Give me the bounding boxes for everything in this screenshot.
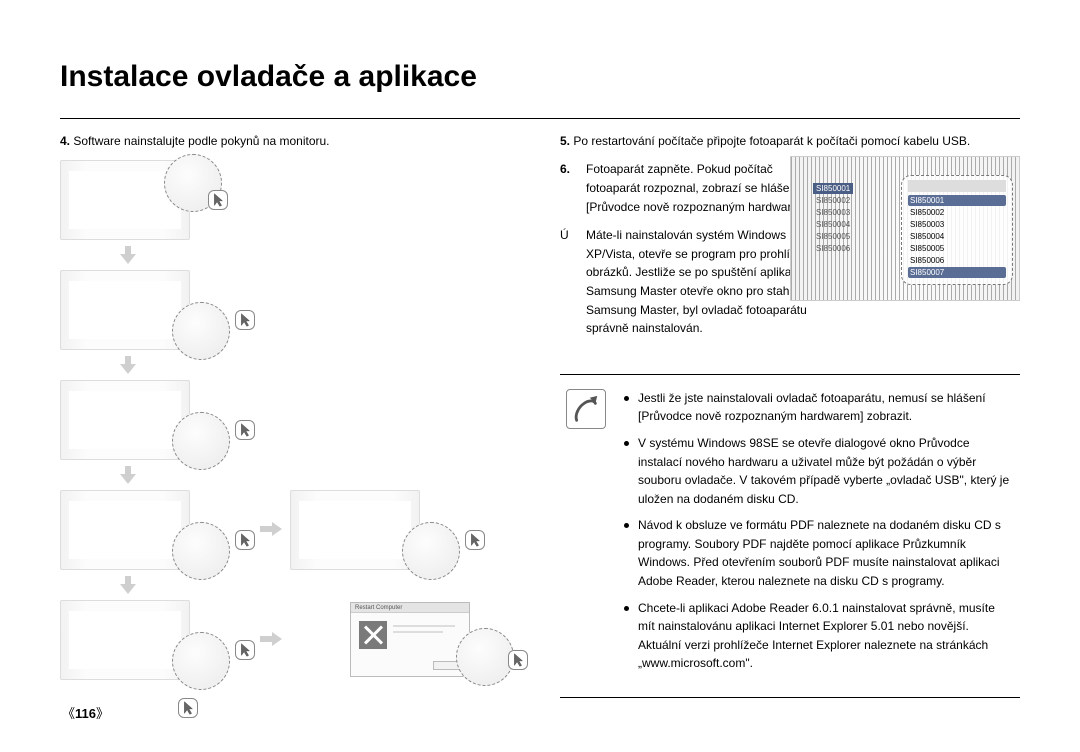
zoom-callout — [172, 412, 230, 470]
cursor-icon — [235, 310, 255, 330]
title-divider — [60, 118, 1020, 119]
step-4-text: Software nainstalujte podle pokynů na mo… — [73, 134, 329, 148]
install-screenshot — [60, 380, 190, 460]
cursor-icon — [465, 530, 485, 550]
page-title: Instalace ovladače a aplikace — [60, 60, 1020, 94]
zoom-callout — [172, 632, 230, 690]
page-number: 116 — [62, 703, 109, 722]
note-box: Jestli že jste nainstalovali ovladač fot… — [560, 374, 1020, 698]
panel-file-item: SI850001 — [908, 195, 1006, 206]
arrow-down-icon — [120, 576, 136, 594]
note-item: V systému Windows 98SE se otevře dialogo… — [624, 434, 1014, 508]
panel-file-item: SI850006 — [908, 255, 1006, 266]
cursor-icon — [208, 190, 228, 210]
left-column: 4. Software nainstalujte podle pokynů na… — [60, 133, 520, 720]
cursor-icon — [235, 420, 255, 440]
install-screenshot — [290, 490, 420, 570]
file-item: SI850004 — [813, 219, 853, 230]
arrow-right-icon — [260, 632, 282, 646]
step-4-number: 4. — [60, 134, 70, 148]
cursor-icon — [508, 650, 528, 670]
step-6-number: 6. — [560, 160, 578, 216]
zoom-callout — [172, 522, 230, 580]
restart-dialog-title: Restart Computer — [351, 603, 469, 613]
zoom-callout — [456, 628, 514, 686]
arrow-right-icon — [260, 522, 282, 536]
step-4: 4. Software nainstalujte podle pokynů na… — [60, 133, 520, 150]
figure-left-filelist: SI850001 SI850002 SI850003 SI850004 SI85… — [813, 183, 853, 255]
file-browser-figure: SI850001 SI850002 SI850003 SI850004 SI85… — [790, 156, 1020, 301]
tip-text: Máte-li nainstalován systém Windows XP/V… — [586, 226, 820, 338]
cursor-icon — [178, 698, 198, 718]
file-item: SI850003 — [813, 207, 853, 218]
file-item: SI850001 — [813, 183, 853, 194]
step-5-number: 5. — [560, 134, 570, 148]
file-item: SI850002 — [813, 195, 853, 206]
panel-file-item: SI850003 — [908, 219, 1006, 230]
cursor-icon — [235, 640, 255, 660]
restart-icon — [359, 621, 387, 649]
cursor-icon — [235, 530, 255, 550]
step-5: 5. Po restartování počítače připojte fot… — [560, 133, 1020, 150]
arrow-down-icon — [120, 466, 136, 484]
note-icon — [566, 389, 606, 429]
note-list: Jestli že jste nainstalovali ovladač fot… — [624, 389, 1014, 681]
install-screenshot — [60, 270, 190, 350]
zoom-callout — [172, 302, 230, 360]
file-item: SI850006 — [813, 243, 853, 254]
tip-marker: Ú — [560, 226, 578, 338]
restart-dialog-screenshot: Restart Computer — [350, 602, 470, 677]
step-6: 6. Fotoaparát zapněte. Pokud počítač fot… — [560, 160, 820, 216]
zoom-callout — [402, 522, 460, 580]
figure-right-panel: SI850001 SI850002 SI850003 SI850004 SI85… — [901, 175, 1013, 285]
panel-file-item: SI850002 — [908, 207, 1006, 218]
panel-file-item: SI850007 — [908, 267, 1006, 278]
note-item: Chcete-li aplikaci Adobe Reader 6.0.1 na… — [624, 599, 1014, 673]
step-5-text: Po restartování počítače připojte fotoap… — [573, 134, 970, 148]
file-item: SI850005 — [813, 231, 853, 242]
panel-file-item: SI850004 — [908, 231, 1006, 242]
install-screenshot — [60, 600, 190, 680]
install-screenshot — [60, 490, 190, 570]
screenshot-sequence: Restart Computer — [60, 160, 520, 720]
panel-header — [908, 180, 1006, 192]
windows-tip: Ú Máte-li nainstalován systém Windows XP… — [560, 226, 820, 338]
note-item: Návod k obsluze ve formátu PDF naleznete… — [624, 516, 1014, 590]
note-item: Jestli že jste nainstalovali ovladač fot… — [624, 389, 1014, 426]
arrow-down-icon — [120, 246, 136, 264]
arrow-down-icon — [120, 356, 136, 374]
panel-file-item: SI850005 — [908, 243, 1006, 254]
step-6-text: Fotoaparát zapněte. Pokud počítač fotoap… — [586, 160, 820, 216]
